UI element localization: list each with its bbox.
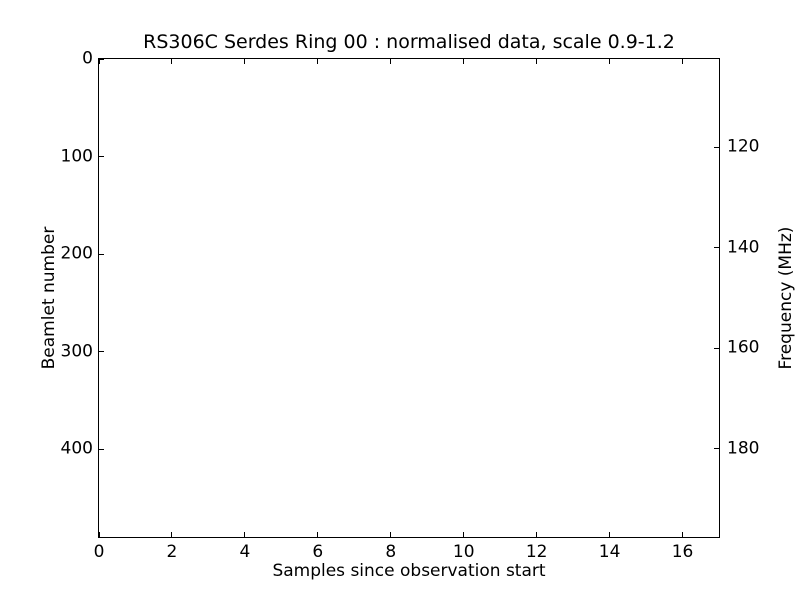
x-tick-label: 6 — [312, 542, 324, 562]
x-tick-top — [171, 59, 173, 64]
x-tick-top — [317, 59, 319, 64]
y-tick-left — [99, 58, 104, 60]
y-tick-label-left: 100 — [60, 146, 93, 167]
x-tick-top — [390, 59, 392, 64]
x-tick-top — [609, 59, 611, 64]
plot-area — [98, 58, 720, 538]
y-tick-label-left: 200 — [60, 243, 93, 264]
x-tick-label: 0 — [93, 542, 105, 562]
y-tick-label-right: 160 — [727, 337, 760, 358]
y-tick-left — [99, 351, 104, 353]
x-tick-label: 2 — [166, 542, 178, 562]
x-tick-label: 10 — [452, 542, 475, 562]
x-tick-bottom — [682, 532, 684, 537]
x-tick-label: 16 — [671, 542, 694, 562]
y-tick-left — [99, 156, 104, 158]
x-tick-bottom — [171, 532, 173, 537]
y-tick-right — [714, 247, 719, 249]
x-tick-bottom — [536, 532, 538, 537]
x-tick-top — [244, 59, 246, 64]
x-tick-top — [98, 59, 100, 64]
y-tick-left — [99, 448, 104, 450]
y-tick-label-left: 300 — [60, 341, 93, 362]
y-tick-label-left: 0 — [82, 48, 93, 69]
y-tick-label-left: 400 — [60, 438, 93, 459]
y-tick-left — [99, 253, 104, 255]
x-tick-bottom — [463, 532, 465, 537]
x-tick-label: 14 — [598, 542, 621, 562]
x-tick-bottom — [244, 532, 246, 537]
x-tick-top — [536, 59, 538, 64]
x-tick-label: 8 — [385, 542, 397, 562]
y-tick-label-right: 140 — [727, 237, 760, 258]
x-tick-top — [463, 59, 465, 64]
chart-title: RS306C Serdes Ring 00 : normalised data,… — [143, 31, 675, 53]
x-tick-bottom — [317, 532, 319, 537]
y-tick-label-right: 180 — [727, 438, 760, 459]
x-tick-top — [682, 59, 684, 64]
y-tick-right — [714, 146, 719, 148]
x-tick-label: 12 — [525, 542, 548, 562]
x-tick-bottom — [390, 532, 392, 537]
y-tick-right — [714, 448, 719, 450]
y-axis-label-right: Frequency (MHz) — [776, 226, 796, 370]
x-tick-bottom — [98, 532, 100, 537]
x-tick-label: 4 — [239, 542, 251, 562]
x-axis-label: Samples since observation start — [272, 561, 546, 581]
y-tick-right — [714, 347, 719, 349]
y-tick-label-right: 120 — [727, 136, 760, 157]
y-axis-label-left: Beamlet number — [39, 226, 59, 370]
x-tick-bottom — [609, 532, 611, 537]
